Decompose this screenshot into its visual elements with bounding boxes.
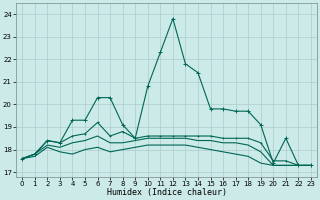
X-axis label: Humidex (Indice chaleur): Humidex (Indice chaleur): [107, 188, 227, 197]
